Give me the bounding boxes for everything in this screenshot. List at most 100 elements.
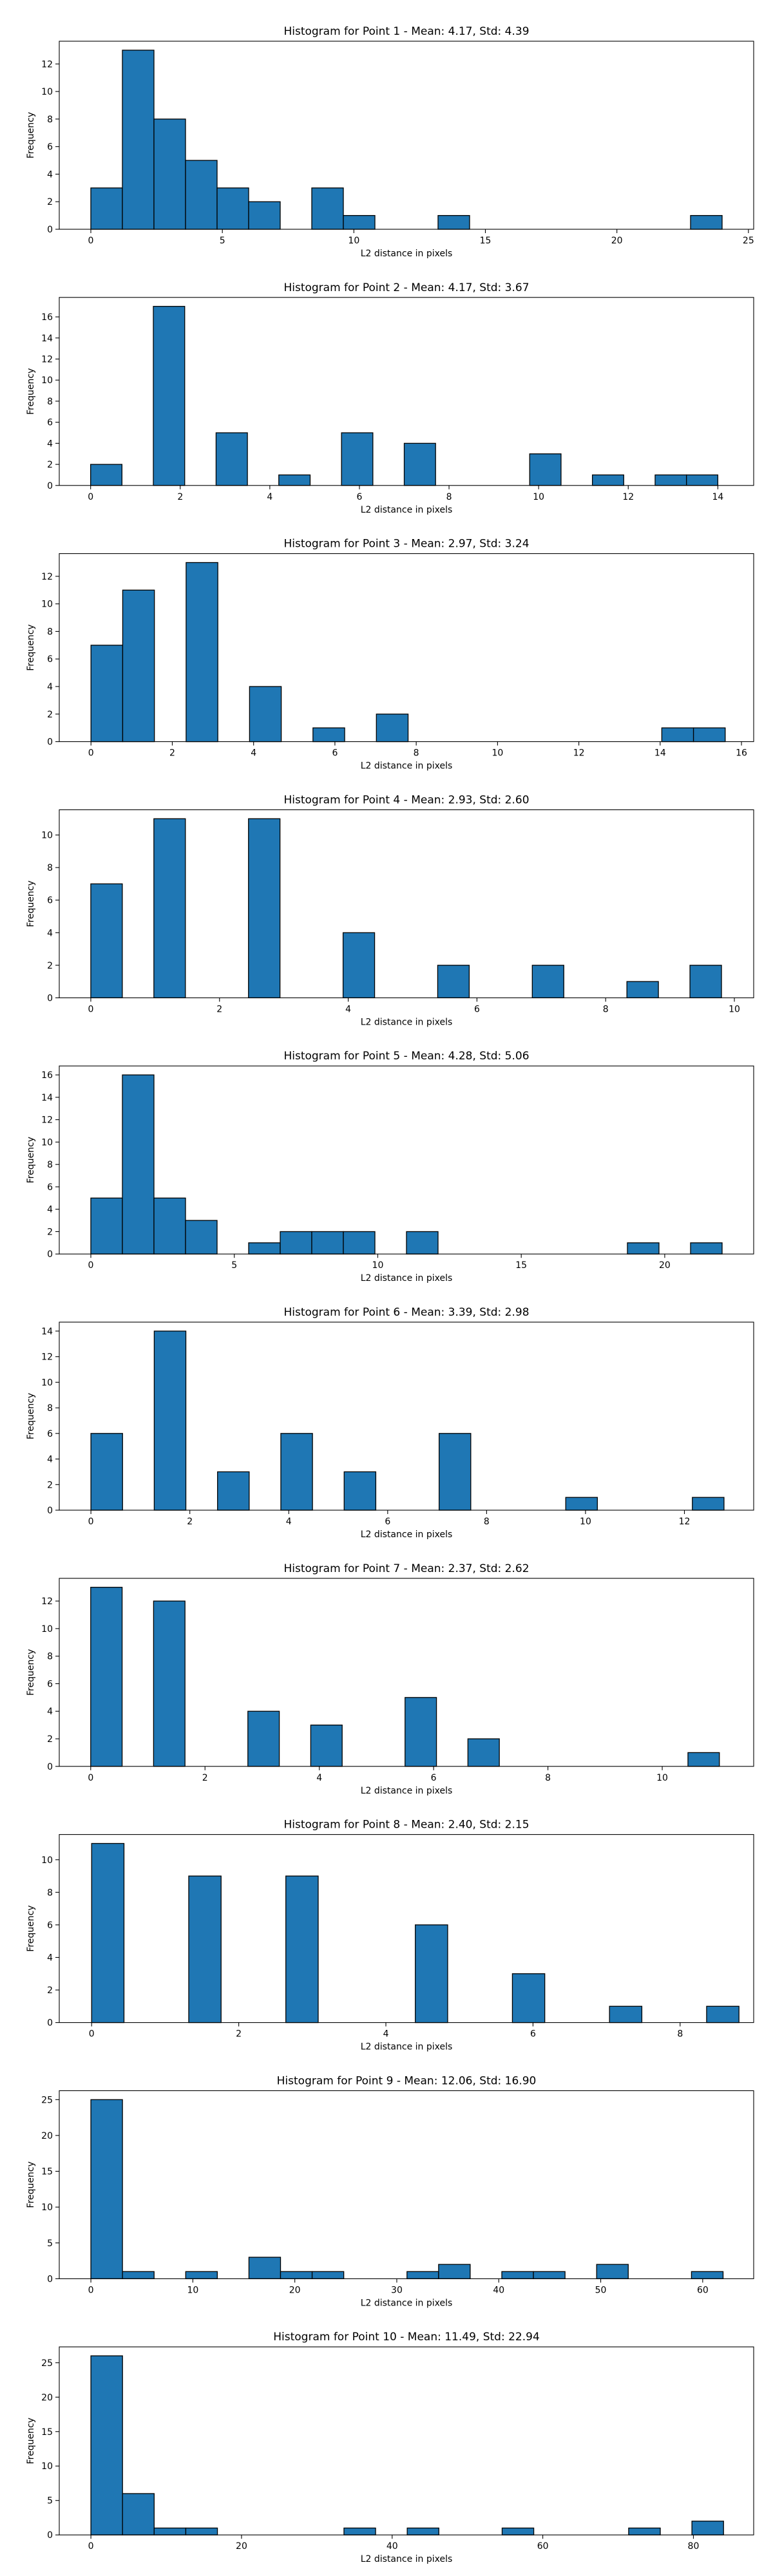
x-tick-label: 50 xyxy=(595,2285,607,2295)
x-tick-label: 15 xyxy=(515,1260,527,1271)
chart-title: Histogram for Point 7 - Mean: 2.37, Std:… xyxy=(283,1562,529,1575)
chart-title: Histogram for Point 3 - Mean: 2.97, Std:… xyxy=(283,538,529,551)
y-tick-label: 12 xyxy=(41,1115,53,1126)
y-tick-label: 6 xyxy=(47,418,53,428)
histogram-bar xyxy=(153,818,186,999)
x-tick-label: 2 xyxy=(187,1517,193,1527)
x-axis-label: L2 distance in pixels xyxy=(361,1017,453,1027)
histogram-panel-10: Histogram for Point 10 - Mean: 11.49, St… xyxy=(26,2331,754,2564)
y-tick-label: 4 xyxy=(47,169,53,180)
histogram-bar xyxy=(153,1197,186,1255)
histogram-bar xyxy=(626,981,659,999)
x-tick-label: 40 xyxy=(493,2285,504,2295)
y-tick-label: 2 xyxy=(47,460,53,470)
histogram-bar xyxy=(438,2264,471,2280)
x-tick-label: 60 xyxy=(537,2541,549,2552)
histogram-bar xyxy=(405,1697,437,1767)
y-tick-label: 2 xyxy=(47,1985,53,1996)
histogram-bar xyxy=(343,1471,377,1511)
histogram-bar xyxy=(153,1331,187,1511)
y-tick-label: 15 xyxy=(41,2167,53,2177)
x-tick-label: 2 xyxy=(177,492,183,502)
x-tick-label: 2 xyxy=(236,2029,242,2040)
y-tick-label: 10 xyxy=(41,375,53,386)
y-tick-label: 14 xyxy=(41,1327,53,1337)
y-tick-label: 8 xyxy=(47,115,53,125)
chart-title: Histogram for Point 10 - Mean: 11.49, St… xyxy=(273,2331,540,2344)
x-tick-label: 4 xyxy=(316,1773,322,1783)
histogram-bar xyxy=(90,1587,123,1767)
x-tick-label: 0 xyxy=(88,1004,93,1014)
histogram-bar xyxy=(437,965,470,999)
x-axis-label: L2 distance in pixels xyxy=(361,2042,453,2052)
histogram-bar xyxy=(153,1600,186,1767)
x-tick-label: 10 xyxy=(656,1773,668,1783)
histogram-panel-9: Histogram for Point 9 - Mean: 12.06, Std… xyxy=(26,2074,754,2308)
x-tick-label: 12 xyxy=(573,748,585,759)
histogram-bar xyxy=(406,2527,439,2535)
y-axis-label: Frequency xyxy=(26,1649,36,1696)
histogram-bar xyxy=(248,818,281,999)
histogram-bar xyxy=(90,2355,123,2535)
y-tick-label: 4 xyxy=(47,1707,53,1717)
y-tick-label: 25 xyxy=(41,2095,53,2105)
chart-title: Histogram for Point 1 - Mean: 4.17, Std:… xyxy=(283,25,529,38)
histogram-panel-8: Histogram for Point 8 - Mean: 2.40, Std:… xyxy=(26,1819,754,2052)
y-tick-label: 6 xyxy=(47,1679,53,1689)
histogram-bar xyxy=(467,1738,500,1767)
x-tick-label: 20 xyxy=(289,2285,301,2295)
histogram-bar xyxy=(654,474,687,486)
x-tick-label: 10 xyxy=(580,1517,591,1527)
x-tick-label: 14 xyxy=(712,492,723,502)
histogram-bar xyxy=(285,1875,319,2023)
x-axis-label: L2 distance in pixels xyxy=(361,2554,453,2564)
x-tick-label: 6 xyxy=(385,1517,390,1527)
histogram-bar xyxy=(376,714,409,743)
histogram-bar xyxy=(511,1973,546,2023)
x-tick-label: 8 xyxy=(446,492,452,502)
x-tick-label: 0 xyxy=(88,492,93,502)
y-axis-label: Frequency xyxy=(26,1393,36,1439)
histogram-bar xyxy=(406,2271,439,2280)
y-tick-label: 2 xyxy=(47,197,53,207)
histogram-bar xyxy=(531,965,564,999)
histogram-bar xyxy=(406,1231,439,1255)
x-tick-label: 80 xyxy=(688,2541,700,2552)
y-tick-label: 15 xyxy=(41,2427,53,2438)
histogram-bar xyxy=(343,2527,376,2535)
x-tick-label: 60 xyxy=(697,2285,709,2295)
histogram-bar xyxy=(403,442,436,486)
x-axis-label: L2 distance in pixels xyxy=(361,761,453,772)
plot-frame xyxy=(59,1321,754,1511)
y-tick-label: 10 xyxy=(41,1137,53,1148)
histogram-bar xyxy=(689,965,722,999)
y-tick-label: 10 xyxy=(41,831,53,841)
x-tick-label: 0 xyxy=(88,2541,94,2552)
y-axis-label: Frequency xyxy=(26,624,36,670)
x-tick-label: 0 xyxy=(88,2285,94,2295)
y-tick-label: 6 xyxy=(47,1920,53,1931)
histogram-bar xyxy=(248,2257,282,2280)
x-tick-label: 6 xyxy=(530,2029,536,2040)
histogram-bar xyxy=(596,2264,629,2280)
y-tick-label: 14 xyxy=(41,1093,53,1103)
y-axis-label: Frequency xyxy=(26,368,36,415)
y-tick-label: 8 xyxy=(47,1160,53,1170)
x-tick-label: 8 xyxy=(484,1517,490,1527)
x-tick-label: 0 xyxy=(88,236,94,246)
x-tick-label: 0 xyxy=(88,748,94,759)
x-tick-label: 2 xyxy=(202,1773,208,1783)
histogram-bar xyxy=(122,50,155,230)
y-tick-label: 0 xyxy=(47,1249,53,1260)
histogram-bar xyxy=(310,1724,343,1767)
x-tick-label: 4 xyxy=(251,748,256,759)
histogram-bar xyxy=(217,1471,250,1511)
y-tick-label: 0 xyxy=(47,225,53,235)
y-tick-label: 8 xyxy=(47,1403,53,1414)
y-tick-label: 8 xyxy=(47,627,53,637)
x-tick-label: 8 xyxy=(677,2029,683,2040)
chart-title: Histogram for Point 2 - Mean: 4.17, Std:… xyxy=(283,281,529,294)
x-tick-label: 0 xyxy=(88,1773,93,1783)
y-tick-label: 10 xyxy=(41,87,53,97)
histogram-bar xyxy=(687,1752,720,1767)
